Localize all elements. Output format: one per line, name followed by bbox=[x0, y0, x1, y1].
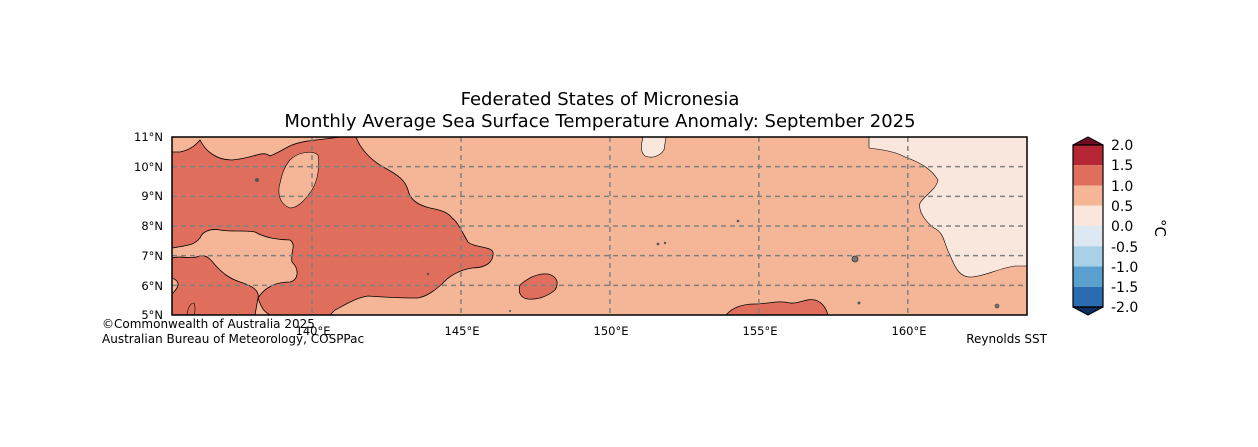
island bbox=[663, 241, 667, 245]
colorbar-segment bbox=[1073, 165, 1103, 186]
colorbar-segment bbox=[1073, 145, 1103, 166]
island bbox=[736, 219, 740, 223]
anomaly-region-1.0-1.5-west bbox=[172, 137, 494, 315]
map-area bbox=[172, 137, 1027, 315]
island bbox=[851, 255, 859, 263]
colorbar-tick: 0.5 bbox=[1111, 199, 1133, 215]
island bbox=[994, 303, 1000, 309]
colorbar-segment bbox=[1073, 185, 1103, 206]
colorbar-tick: 1.5 bbox=[1111, 158, 1133, 174]
colorbar-frame bbox=[1072, 144, 1104, 308]
island bbox=[857, 301, 861, 305]
island bbox=[255, 178, 259, 182]
colorbar-unit: °C bbox=[1151, 219, 1169, 237]
lon-label: 150°E bbox=[594, 324, 629, 338]
colorbar-tick: -0.5 bbox=[1111, 240, 1138, 256]
anomaly-region-1.0-1.5-south bbox=[725, 299, 829, 315]
anomaly-region-0-0.5-north bbox=[641, 137, 667, 158]
lon-label: 145°E bbox=[445, 324, 480, 338]
colorbar-top-extension bbox=[1072, 136, 1104, 146]
colorbar-ticks: 2.0 1.5 1.0 0.5 0.0 -0.5 -1.0 -1.5 -2.0 bbox=[1111, 138, 1138, 316]
island bbox=[509, 310, 511, 312]
lat-label: 6°N bbox=[141, 279, 163, 293]
lon-label: 140°E bbox=[296, 324, 331, 338]
lat-label: 8°N bbox=[141, 219, 163, 233]
colorbar-tick: -1.5 bbox=[1111, 280, 1138, 296]
source-text: Australian Bureau of Meteorology, COSPPa… bbox=[102, 332, 364, 346]
colorbar-segment bbox=[1073, 286, 1103, 307]
map-title-line1: Federated States of Micronesia bbox=[461, 89, 740, 110]
lat-label: 10°N bbox=[134, 160, 163, 174]
colorbar-tick: 0.0 bbox=[1111, 219, 1133, 235]
colorbar-segment bbox=[1073, 226, 1103, 247]
anomaly-region-1.0-1.5-small bbox=[518, 273, 558, 300]
map-frame bbox=[171, 136, 1028, 316]
gridlines bbox=[172, 137, 1027, 315]
lat-label: 9°N bbox=[141, 189, 163, 203]
lat-label: 11°N bbox=[134, 130, 163, 144]
map-title-line2: Monthly Average Sea Surface Temperature … bbox=[284, 111, 915, 132]
colorbar-tick: -2.0 bbox=[1111, 300, 1138, 316]
anomaly-region-1.0-1.5-sliver bbox=[186, 302, 196, 315]
lon-label: 155°E bbox=[743, 324, 778, 338]
colorbar-tick: -1.0 bbox=[1111, 260, 1138, 276]
copyright-text: ©Commonwealth of Australia 2025 bbox=[102, 317, 315, 331]
colorbar bbox=[1072, 136, 1104, 316]
colorbar-segment bbox=[1073, 246, 1103, 267]
colorbar-segment bbox=[1073, 266, 1103, 287]
colorbar-segment bbox=[1073, 205, 1103, 226]
colorbar-bottom-extension bbox=[1072, 306, 1104, 316]
latitude-labels: 11°N 10°N 9°N 8°N 7°N 6°N 5°N bbox=[134, 130, 163, 322]
colorbar-tick: 2.0 bbox=[1111, 138, 1133, 154]
island bbox=[656, 242, 660, 246]
longitude-labels: 140°E 145°E 150°E 155°E 160°E bbox=[296, 324, 927, 338]
lon-label: 160°E bbox=[892, 324, 927, 338]
island bbox=[426, 272, 430, 276]
anomaly-region-0-0.5-east bbox=[868, 137, 1027, 278]
lat-label: 7°N bbox=[141, 249, 163, 263]
colorbar-tick: 1.0 bbox=[1111, 179, 1133, 195]
lat-label: 5°N bbox=[141, 308, 163, 322]
dataset-label: Reynolds SST bbox=[966, 332, 1047, 346]
